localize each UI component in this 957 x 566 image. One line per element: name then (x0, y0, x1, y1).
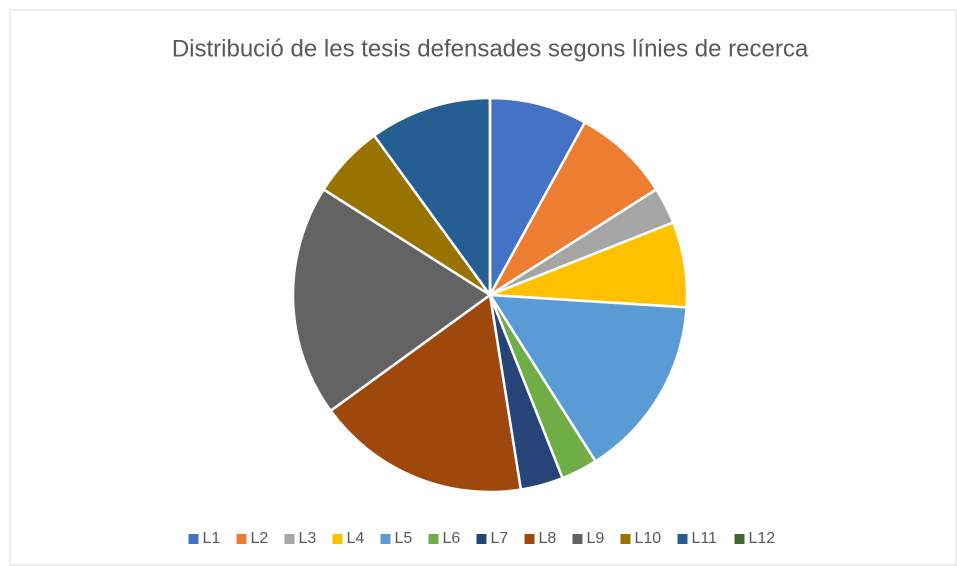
legend-text: L3 (299, 530, 317, 547)
legend-swatch (677, 534, 688, 544)
legend-text: L5 (395, 530, 413, 547)
legend-swatch (476, 534, 487, 544)
legend-text: L1 (203, 530, 221, 547)
pie-slice (328, 292, 523, 494)
legend-text: L12 (749, 530, 776, 547)
legend-text: L4 (347, 530, 365, 547)
legend-swatch (332, 534, 343, 544)
legend-swatch (620, 534, 631, 544)
pie-slice (372, 96, 492, 299)
legend-swatch (380, 534, 391, 544)
legend-text: L9 (587, 530, 605, 547)
pie-slice (291, 187, 493, 413)
legend-swatch (734, 534, 745, 544)
pie-slice (488, 120, 659, 297)
legend-text: L7 (491, 530, 509, 547)
legend-swatch (188, 534, 199, 544)
legend-swatch (236, 534, 247, 544)
legend-text: L6 (443, 530, 461, 547)
chart-title: Distribució de les tesis defensades sego… (172, 35, 809, 62)
legend-text: L11 (692, 530, 718, 547)
legend-swatch (572, 534, 583, 544)
legend-swatch (284, 534, 295, 544)
legend-text: L8 (539, 530, 557, 547)
pie-slice (487, 293, 688, 464)
legend-swatch (524, 534, 535, 544)
legend-text: L2 (251, 530, 269, 547)
legend-text: L10 (635, 530, 662, 547)
legend-swatch (428, 534, 439, 544)
pie-slice (488, 96, 587, 296)
